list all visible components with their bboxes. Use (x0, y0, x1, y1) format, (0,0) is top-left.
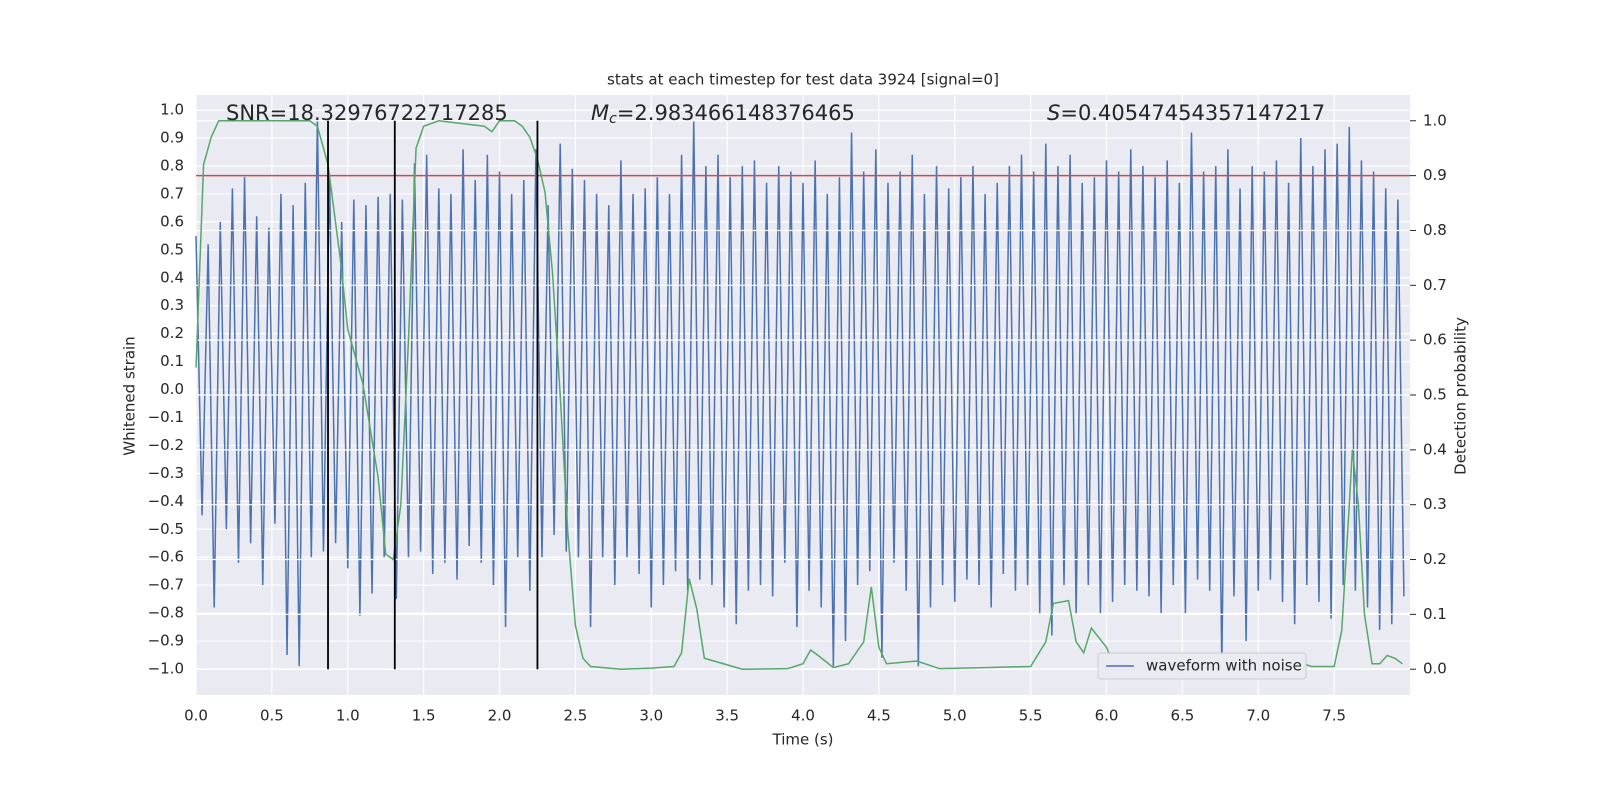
annotation: Mc=2.983466148376465 (591, 101, 855, 127)
y-tick-label: 0.5 (160, 240, 184, 258)
y2-tick-label: 1.0 (1423, 111, 1447, 129)
annotation-text: SNR=18.32976722717285 (226, 101, 508, 125)
y-tick-label: 0.9 (160, 129, 184, 147)
x-tick-label: 5.5 (1019, 707, 1043, 725)
y-tick-label: −0.5 (148, 520, 184, 538)
y-tick-label: 0.7 (160, 184, 184, 202)
y-tick-label: 0.4 (160, 268, 184, 286)
y-tick-label: −0.9 (148, 632, 184, 650)
y-tick-label: 0.2 (160, 324, 184, 342)
x-tick-label: 1.5 (412, 707, 436, 725)
x-tick-label: 2.0 (488, 707, 512, 725)
y-tick-label: −0.7 (148, 576, 184, 594)
y-tick-label: −1.0 (148, 660, 184, 678)
y2-tick-label: 0.5 (1423, 386, 1447, 404)
y-tick-label: −0.1 (148, 408, 184, 426)
x-tick-label: 6.0 (1095, 707, 1119, 725)
x-tick-label: 0.0 (184, 707, 208, 725)
annotation: SNR=18.32976722717285 (226, 101, 508, 125)
x-tick-label: 5.0 (943, 707, 967, 725)
y-tick-label: −0.4 (148, 492, 184, 510)
y2-tick-label: 0.7 (1423, 276, 1447, 294)
y2-tick-label: 0.8 (1423, 221, 1447, 239)
x-tick-label: 6.5 (1170, 707, 1194, 725)
legend-box (1097, 652, 1307, 680)
x-tick-label: 3.5 (715, 707, 739, 725)
x-tick-label: 2.5 (563, 707, 587, 725)
y-tick-label: −0.3 (148, 464, 184, 482)
annotation-symbol: M (591, 101, 609, 125)
y-axis-label: Whitened strain (121, 336, 139, 455)
y-tick-label: 0.1 (160, 352, 184, 370)
y-tick-label: 0.0 (160, 380, 184, 398)
x-tick-label: 0.5 (260, 707, 284, 725)
x-tick-label: 1.0 (336, 707, 360, 725)
x-tick-label: 4.5 (867, 707, 891, 725)
y2-tick-label: 0.6 (1423, 331, 1447, 349)
y2-axis-label: Detection probability (1452, 317, 1470, 475)
y2-tick-label: 0.4 (1423, 440, 1447, 458)
x-tick-label: 3.0 (639, 707, 663, 725)
x-axis-label: Time (s) (772, 731, 834, 749)
annotation: S=0.40547454357147217 (1047, 101, 1325, 125)
y2-tick-label: 0.1 (1423, 605, 1447, 623)
y2-tick-label: 0.9 (1423, 166, 1447, 184)
y-tick-label: −0.8 (148, 604, 184, 622)
annotation-text: =2.983466148376465 (617, 101, 855, 125)
legend-label: waveform with noise (1146, 657, 1302, 675)
y2-tick-label: 0.3 (1423, 495, 1447, 513)
x-tick-label: 4.0 (791, 707, 815, 725)
y-tick-label: 1.0 (160, 101, 184, 119)
y-tick-label: 0.3 (160, 296, 184, 314)
annotation-subscript: c (609, 111, 617, 127)
y-tick-label: 0.6 (160, 212, 184, 230)
y-tick-label: −0.2 (148, 436, 184, 454)
y2-tick-label: 0.0 (1423, 660, 1447, 678)
y-tick-label: 0.8 (160, 156, 184, 174)
x-tick-label: 7.0 (1246, 707, 1270, 725)
annotation-text: =0.40547454357147217 (1060, 101, 1325, 125)
y-tick-label: −0.6 (148, 548, 184, 566)
annotation-symbol: S (1047, 101, 1060, 125)
x-tick-label: 7.5 (1322, 707, 1346, 725)
y2-tick-label: 0.2 (1423, 550, 1447, 568)
chart-title: stats at each timestep for test data 392… (607, 71, 999, 89)
